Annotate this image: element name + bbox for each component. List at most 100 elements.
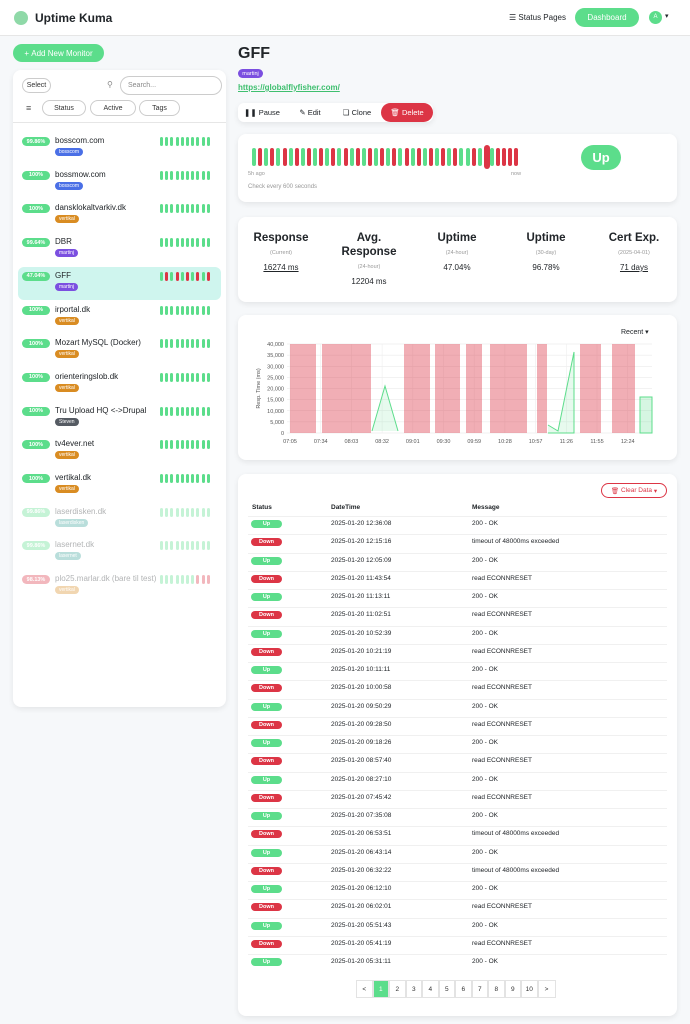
heartbeat-bar <box>191 339 195 349</box>
monitor-row[interactable]: 98.13% plo25.marlar.dk (bare til test) ver… <box>18 570 221 603</box>
chart-card: Recent ▾ 0 5,000 10,000 15,000 20,000 25,000 3… <box>238 315 677 460</box>
status-badge: Down <box>251 720 282 729</box>
heartbeat-bar <box>201 575 205 585</box>
action-button[interactable]: ❏ Clone <box>342 108 372 117</box>
down-period <box>466 344 482 433</box>
range-dropdown[interactable]: Recent ▾ <box>621 329 649 336</box>
event-message: timeout of 48000ms exceeded <box>472 866 560 874</box>
monitor-tag: vertikal <box>55 350 79 359</box>
page-button[interactable]: 4 <box>422 980 439 998</box>
heartbeat-bar <box>380 148 385 166</box>
page-button[interactable]: 1 <box>372 980 389 998</box>
clear-data-button[interactable]: 🗑 Clear Data ▾ <box>601 483 667 498</box>
filter-button[interactable]: Active <box>90 100 136 116</box>
page-button[interactable]: 8 <box>488 980 505 998</box>
page-button[interactable]: 10 <box>521 980 538 998</box>
page-button[interactable]: 6 <box>455 980 472 998</box>
event-message: 200 - OK <box>472 812 499 819</box>
heartbeat-bar <box>201 305 205 315</box>
action-text: Edit <box>307 108 321 117</box>
heartbeat-bar <box>165 507 169 517</box>
row-divider <box>248 680 667 682</box>
monitor-row[interactable]: 99.64% DBR martinj <box>18 233 221 266</box>
action-button[interactable]: ❚❚ Pause <box>244 108 280 117</box>
event-message: read ECONNRESET <box>472 611 532 619</box>
monitor-row[interactable]: 100% orienteringslob.dk vertikal <box>18 368 221 401</box>
search-input[interactable]: Search... <box>120 76 222 95</box>
event-time: 2025-01-20 11:13:11 <box>331 593 391 600</box>
page-button[interactable]: 5 <box>438 980 455 998</box>
status-pages-link[interactable]: ☰ Status Pages <box>509 13 566 22</box>
event-message: read ECONNRESET <box>472 574 532 582</box>
event-message: 200 - OK <box>472 702 499 710</box>
monitor-row[interactable]: 99.86% laserdisken.dk laserdisken <box>18 503 221 536</box>
monitor-row[interactable]: 99.86% bosscom.com bosscom <box>18 132 221 165</box>
event-time: 2025-01-20 10:21:19 <box>331 647 392 655</box>
monitor-row[interactable]: 47.04% GFF martinj <box>18 266 221 300</box>
heartbeat-bar <box>471 148 476 166</box>
heartbeat-bar <box>165 137 169 146</box>
heartbeat-bar <box>170 305 174 315</box>
heartbeat-bar <box>160 406 163 416</box>
heartbeat-bar <box>201 271 205 281</box>
heartbeat-bar <box>191 507 195 517</box>
dashboard-button[interactable]: Dashboard <box>575 8 639 27</box>
action-button[interactable]: 🗑 Delete <box>381 103 433 122</box>
monitor-row[interactable]: 100% Tru Upload HQ <->Drupal Steven <box>18 402 221 435</box>
heartbeat-bar <box>180 406 184 416</box>
avatar[interactable]: A <box>649 11 662 24</box>
monitor-row[interactable]: 100% Mozart MySQL (Docker) vertikal <box>18 334 221 367</box>
down-period <box>322 344 371 433</box>
status-badge: Down <box>251 830 282 839</box>
event-time: 2025-01-20 06:02:01 <box>331 903 392 911</box>
page-button[interactable]: 9 <box>504 980 521 998</box>
monitor-row[interactable]: 100% bossmow.com bosscom <box>18 166 221 199</box>
action-button[interactable]: ✎ Edit <box>299 108 321 117</box>
event-message: 200 - OK <box>472 958 499 965</box>
monitor-row[interactable]: 99.86% lasernet.dk lasernet <box>18 536 221 569</box>
heartbeat-bar <box>206 170 210 180</box>
uptime-pill: 98.13% <box>22 575 50 585</box>
monitor-name: Tru Upload HQ <->Drupal <box>55 405 147 415</box>
avatar-caret[interactable]: ▾ <box>665 13 669 20</box>
monitor-name: bosscom.com <box>55 136 105 145</box>
page-button[interactable]: 3 <box>405 980 422 998</box>
heartbeat-bar <box>465 148 470 166</box>
event-message: timeout of 48000ms exceeded <box>472 538 560 546</box>
monitor-tag: martinj <box>55 249 79 258</box>
action-bar: ❚❚ Pause ✎ Edit ❏ Clone 🗑 Delete <box>238 103 433 122</box>
brand[interactable]: Uptime Kuma <box>35 11 113 25</box>
heartbeat-bar <box>160 204 163 214</box>
row-divider <box>248 516 667 517</box>
monitor-row[interactable]: 100% irportal.dk vertikal <box>18 301 221 334</box>
add-monitor-button[interactable]: + Add New Monitor <box>13 44 104 62</box>
page-button[interactable]: 2 <box>389 980 406 998</box>
heartbeat-bar <box>180 204 184 214</box>
monitor-link[interactable]: https://globalflyfisher.com/ <box>238 83 340 92</box>
heartbeat-bar <box>416 148 421 166</box>
heartbeat-bar <box>175 541 179 551</box>
heartbeat-bar <box>201 238 205 248</box>
heartbeat-bar <box>422 148 427 166</box>
heartbeat-bar <box>175 339 179 349</box>
x-tick-label: 09:59 <box>467 439 481 445</box>
monitor-row[interactable]: 100% dansklokaltvarkiv.dk vertikal <box>18 199 221 232</box>
heartbeat-bar <box>392 148 397 166</box>
select-button[interactable]: Select <box>22 78 51 93</box>
heartbeat-bar <box>165 170 169 180</box>
stat-sub: (Current) <box>269 250 292 256</box>
status-badge: Up <box>251 885 282 893</box>
heartbeat-bar <box>477 148 482 166</box>
page-button[interactable]: 7 <box>471 980 488 998</box>
heartbeat-bar <box>459 148 464 166</box>
heartbeat-bar <box>175 474 179 483</box>
action-text: Clone <box>351 108 372 117</box>
filter-button[interactable]: Tags <box>139 100 180 116</box>
heartbeat-bar <box>170 372 174 382</box>
page-button[interactable]: > <box>537 980 556 998</box>
page-button[interactable]: < <box>356 980 373 998</box>
filter-button[interactable]: Status <box>42 100 86 116</box>
monitor-row[interactable]: 100% vertikal.dk vertikal <box>18 469 221 502</box>
heartbeat-bar <box>201 507 205 517</box>
monitor-row[interactable]: 100% tv4ever.net vertikal <box>18 435 221 468</box>
